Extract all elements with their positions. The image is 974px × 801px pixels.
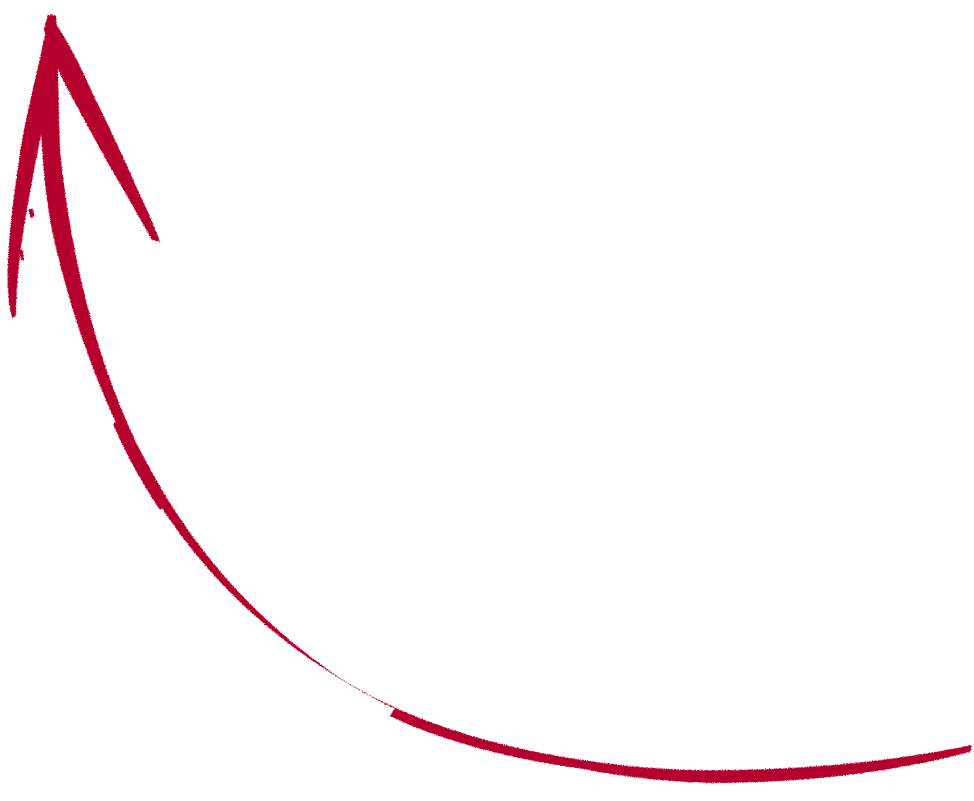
arrow-head-left-barb [7, 30, 54, 318]
arrow-shaft [40, 14, 972, 783]
curved-arrow-up-icon [7, 14, 972, 783]
arrow-shaft-texture [113, 420, 168, 510]
arrow-shaft-texture [390, 708, 650, 775]
arrow-head-right-barb [44, 14, 160, 242]
